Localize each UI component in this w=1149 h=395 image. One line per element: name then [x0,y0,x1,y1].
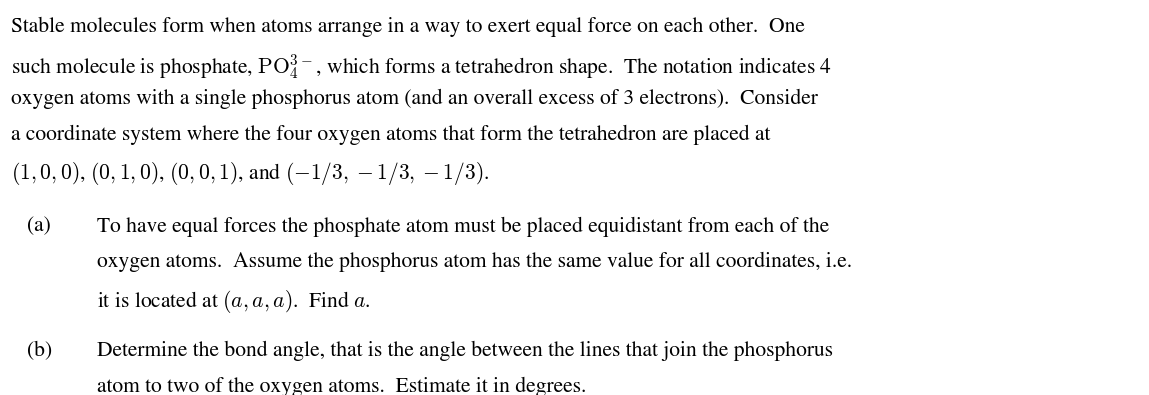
Text: Stable molecules form when atoms arrange in a way to exert equal force on each o: Stable molecules form when atoms arrange… [10,17,804,37]
Text: (b): (b) [26,341,52,361]
Text: it is located at $(a, a, a)$.  Find $a$.: it is located at $(a, a, a)$. Find $a$. [97,288,370,315]
Text: oxygen atoms.  Assume the phosphorus atom has the same value for all coordinates: oxygen atoms. Assume the phosphorus atom… [97,252,851,273]
Text: $(1, 0, 0)$, $(0, 1, 0)$, $(0, 0, 1)$, and $(-1/3, -1/3, -1/3)$.: $(1, 0, 0)$, $(0, 1, 0)$, $(0, 0, 1)$, a… [10,160,489,187]
Text: (a): (a) [26,216,51,236]
Text: a coordinate system where the four oxygen atoms that form the tetrahedron are pl: a coordinate system where the four oxyge… [10,124,770,145]
Text: oxygen atoms with a single phosphorus atom (and an overall excess of 3 electrons: oxygen atoms with a single phosphorus at… [10,88,817,109]
Text: such molecule is phosphate, $\mathrm{PO}_4^{3-}$, which forms a tetrahedron shap: such molecule is phosphate, $\mathrm{PO}… [10,53,832,82]
Text: Determine the bond angle, that is the angle between the lines that join the phos: Determine the bond angle, that is the an… [97,341,833,361]
Text: atom to two of the oxygen atoms.  Estimate it in degrees.: atom to two of the oxygen atoms. Estimat… [97,377,586,395]
Text: To have equal forces the phosphate atom must be placed equidistant from each of : To have equal forces the phosphate atom … [97,216,828,237]
